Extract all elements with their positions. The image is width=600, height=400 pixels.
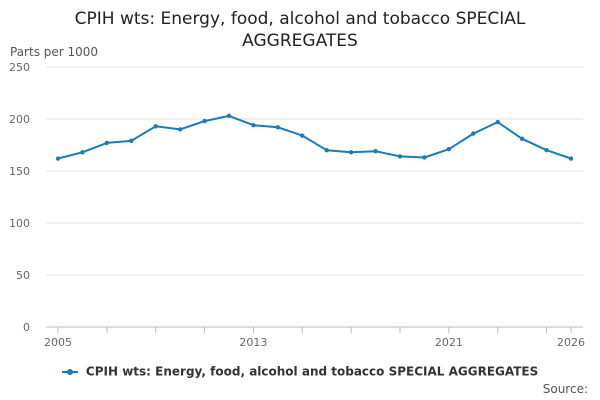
data-point-2012: [226, 113, 232, 119]
data-point-2010: [177, 127, 183, 132]
data-point-2021: [446, 146, 452, 152]
data-point-2026: [568, 156, 574, 161]
data-point-2020: [422, 155, 427, 160]
x-tick-label-2026: 2026: [557, 336, 585, 349]
x-tick-label-2013: 2013: [239, 336, 267, 349]
data-point-2008: [129, 138, 134, 144]
data-point-2019: [397, 154, 403, 159]
chart-title: CPIH wts: Energy, food, alcohol and toba…: [74, 9, 526, 51]
legend-line-icon: [61, 367, 78, 377]
data-point-2025: [544, 148, 549, 153]
data-point-2022: [471, 131, 476, 136]
x-tick-label-2005: 2005: [44, 336, 72, 349]
data-point-2023: [495, 119, 500, 125]
data-point-2011: [202, 118, 207, 124]
y-tick-label-250: 250: [9, 61, 30, 74]
data-point-2024: [519, 136, 525, 141]
y-tick-label-0: 0: [23, 321, 30, 334]
y-tick-label-100: 100: [9, 217, 30, 230]
data-point-2016: [324, 148, 329, 153]
legend-entry: CPIH wts: Energy, food, alcohol and toba…: [85, 364, 539, 379]
data-point-2007: [104, 140, 110, 146]
data-point-2015: [300, 133, 305, 138]
source-label: Source:: [542, 382, 588, 396]
data-point-2018: [373, 149, 378, 154]
data-point-2005: [55, 156, 61, 161]
data-point-2013: [251, 123, 256, 128]
data-point-2014: [275, 125, 281, 130]
data-point-2009: [153, 124, 158, 129]
y-tick-label-150: 150: [9, 165, 30, 178]
y-tick-label-50: 50: [16, 269, 30, 282]
data-point-2017: [348, 150, 354, 155]
data-point-2006: [80, 150, 85, 155]
chart-legend[interactable]: CPIH wts: Energy, food, alcohol and toba…: [0, 364, 600, 379]
y-tick-label-200: 200: [9, 113, 30, 126]
series-line-0: [57, 114, 572, 160]
y-axis-label: Parts per 1000: [10, 45, 99, 59]
x-tick-label-2021: 2021: [435, 336, 463, 349]
